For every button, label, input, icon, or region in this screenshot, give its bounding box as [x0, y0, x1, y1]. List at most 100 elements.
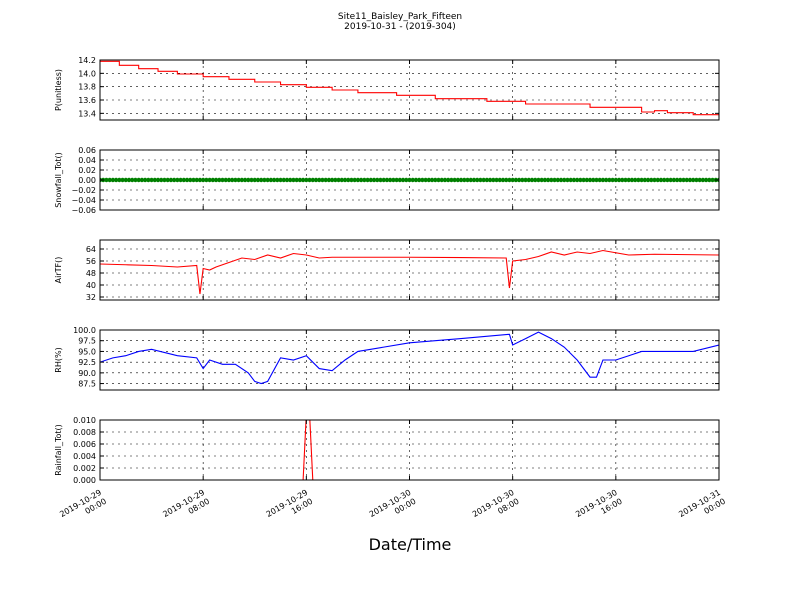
y-tick-label: −0.04 — [71, 196, 96, 205]
data-point — [278, 177, 283, 183]
data-point — [329, 177, 335, 183]
data-point — [494, 177, 499, 183]
data-point — [710, 177, 715, 183]
data-point — [229, 177, 235, 183]
data-point — [558, 177, 564, 183]
data-point — [378, 177, 383, 183]
data-point — [191, 177, 196, 183]
data-point — [661, 177, 667, 183]
data-point — [597, 177, 602, 183]
figure-title-line1: Site11_Baisley_Park_Fifteen — [338, 12, 462, 22]
data-point — [694, 177, 699, 183]
data-point — [313, 177, 319, 183]
y-axis-label: P(unitless) — [54, 69, 63, 111]
data-point — [645, 177, 651, 183]
data-point — [516, 177, 522, 183]
data-point — [288, 177, 293, 183]
data-point — [423, 177, 428, 183]
y-tick-label: 40 — [86, 281, 96, 290]
data-point — [200, 177, 206, 183]
data-point — [536, 177, 541, 183]
data-point — [436, 177, 441, 183]
data-point — [207, 177, 212, 183]
data-point — [533, 177, 538, 183]
data-point — [449, 177, 454, 183]
data-point — [262, 177, 267, 183]
data-point — [323, 177, 328, 183]
data-point — [223, 177, 228, 183]
data-point — [655, 177, 660, 183]
series-line — [100, 331, 719, 385]
y-tick-label: 92.5 — [78, 358, 96, 367]
data-point — [146, 177, 151, 183]
data-point — [529, 177, 535, 183]
data-point — [475, 177, 480, 183]
data-point — [142, 177, 148, 183]
data-point — [684, 177, 689, 183]
data-point — [307, 177, 312, 183]
data-point — [416, 177, 422, 183]
data-point — [297, 177, 303, 183]
data-point — [658, 177, 664, 183]
data-point — [681, 177, 686, 183]
data-point — [703, 177, 709, 183]
data-point — [104, 177, 109, 183]
data-point — [333, 177, 338, 183]
data-point — [420, 177, 425, 183]
data-point — [265, 177, 270, 183]
data-point — [317, 177, 322, 183]
y-tick-label: 13.8 — [78, 83, 96, 92]
y-tick-label: 0.004 — [73, 452, 96, 461]
data-point — [700, 177, 706, 183]
data-point — [591, 177, 596, 183]
data-point — [197, 177, 203, 183]
data-point — [668, 177, 673, 183]
data-point — [310, 177, 315, 183]
data-point — [539, 177, 544, 183]
series-line — [100, 249, 719, 295]
data-point — [629, 177, 635, 183]
data-point — [194, 177, 199, 183]
data-point — [236, 177, 241, 183]
data-point — [342, 177, 348, 183]
data-point — [678, 177, 683, 183]
data-point — [175, 177, 180, 183]
data-point — [281, 177, 286, 183]
data-point — [471, 177, 477, 183]
data-point — [371, 177, 377, 183]
y-tick-label: 100.0 — [73, 326, 96, 335]
data-point — [565, 177, 570, 183]
data-point — [136, 177, 141, 183]
data-point — [326, 177, 332, 183]
y-axis-label: AirTF() — [54, 257, 63, 284]
data-point — [497, 177, 502, 183]
data-point — [246, 177, 251, 183]
data-point — [549, 177, 554, 183]
data-point — [149, 177, 154, 183]
data-point — [346, 177, 351, 183]
data-point — [239, 177, 245, 183]
data-point — [407, 177, 412, 183]
y-tick-label: 90.0 — [78, 369, 96, 378]
data-point — [165, 177, 170, 183]
data-point — [439, 177, 444, 183]
data-point — [613, 177, 619, 183]
data-point — [632, 177, 638, 183]
subplot-3: 64 56 48 40 32 AirTF() — [54, 239, 720, 302]
data-point — [433, 177, 438, 183]
data-point — [300, 177, 306, 183]
figure-title-line2: 2019-10-31 - (2019-304) — [344, 22, 456, 32]
y-tick-label: 64 — [86, 245, 96, 254]
data-point — [607, 177, 612, 183]
data-point — [155, 177, 161, 183]
data-point — [242, 177, 248, 183]
y-tick-label: −0.02 — [71, 186, 96, 195]
data-point — [487, 177, 493, 183]
data-point — [584, 177, 590, 183]
plot-area — [100, 331, 719, 385]
data-point — [687, 177, 693, 183]
data-point — [404, 177, 409, 183]
y-tick-label: 0.06 — [78, 146, 96, 155]
data-point — [233, 177, 238, 183]
data-point — [445, 177, 451, 183]
